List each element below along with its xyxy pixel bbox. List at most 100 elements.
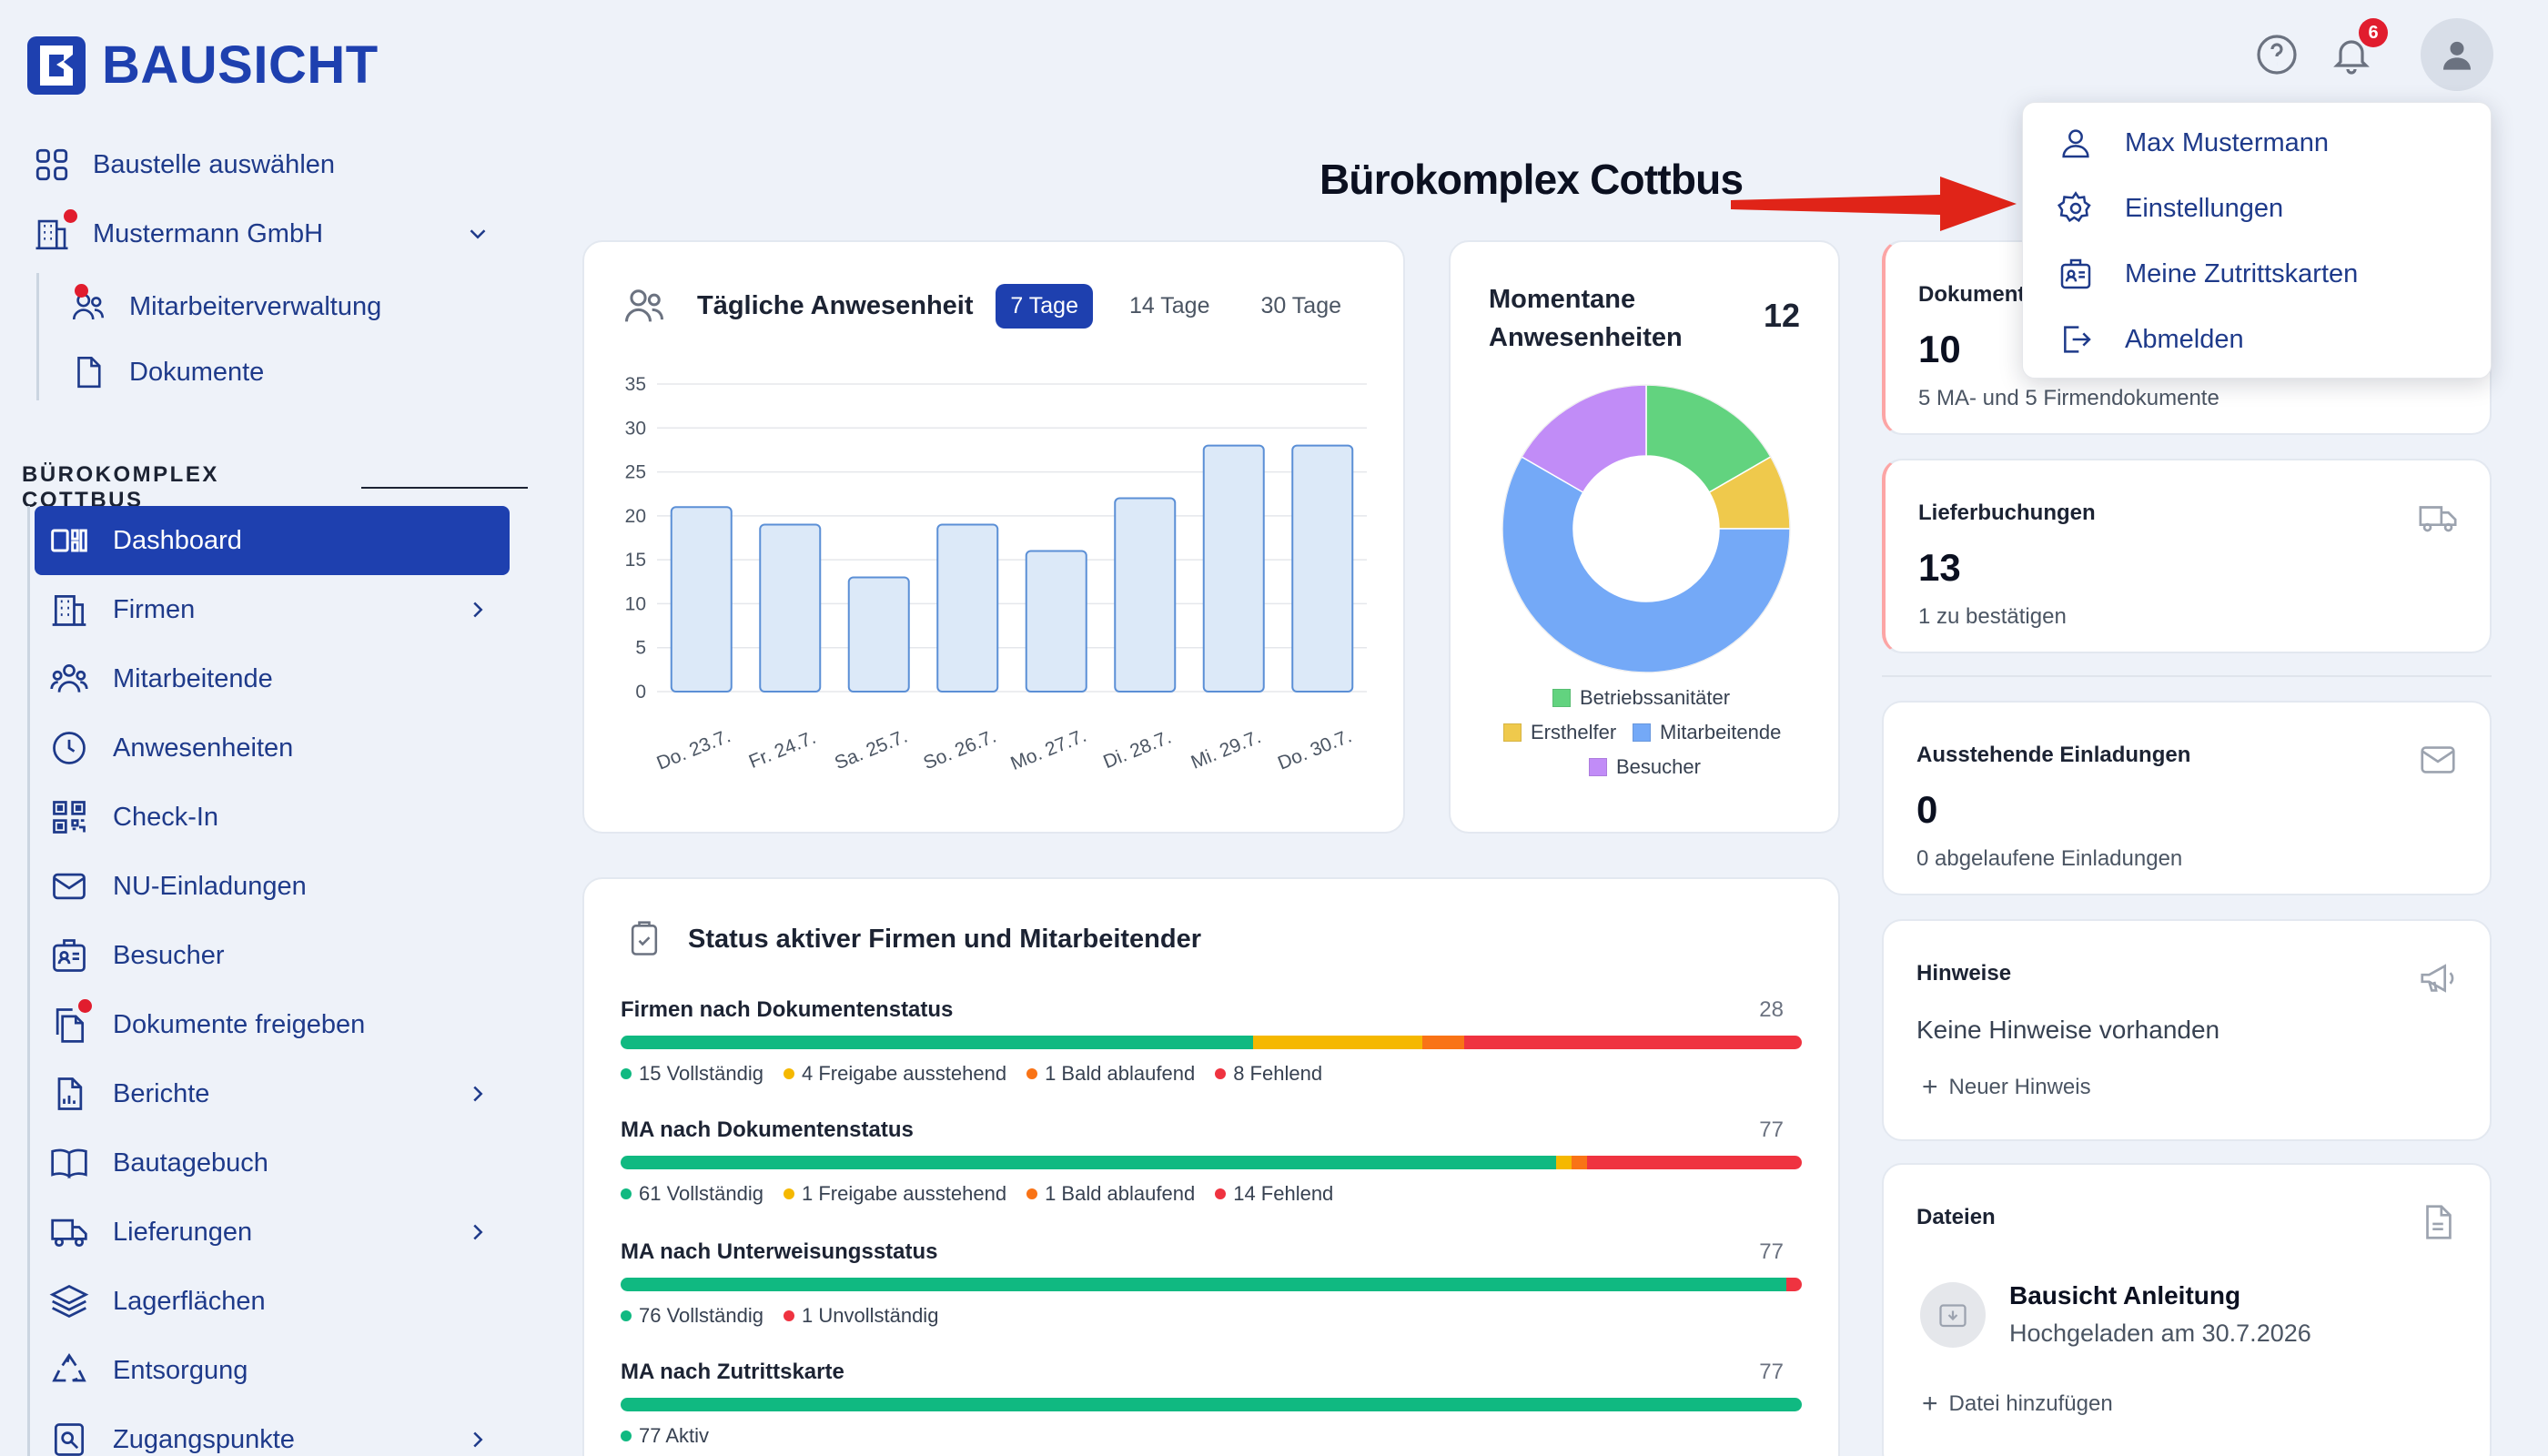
nav-entsorgung[interactable]: Entsorgung: [35, 1336, 510, 1405]
nav-label: Lieferungen: [113, 1217, 253, 1247]
plus-icon: +: [1922, 1072, 1938, 1102]
y-tick-label: 20: [625, 506, 646, 527]
range-tabs: 7 Tage 14 Tage 30 Tage: [996, 284, 1356, 329]
y-tick-label: 30: [625, 418, 646, 439]
bar[interactable]: [759, 523, 822, 693]
notification-badge: 6: [2359, 18, 2388, 47]
add-file-link[interactable]: + Datei hinzufügen: [1922, 1389, 2113, 1420]
bar[interactable]: [670, 506, 733, 693]
nav-check-in[interactable]: Check-In: [35, 783, 510, 852]
bar[interactable]: [936, 523, 999, 693]
chevron-right-icon[interactable]: [464, 596, 491, 623]
invitations-card[interactable]: Ausstehende Einladungen 0 0 abgelaufene …: [1882, 701, 2492, 895]
pie-slice[interactable]: [1502, 455, 1791, 673]
nav-lagerflaechen[interactable]: Lagerflächen: [35, 1267, 510, 1336]
add-note-label: Neuer Hinweis: [1948, 1075, 2091, 1099]
chevron-right-icon[interactable]: [464, 1426, 491, 1453]
add-note-link[interactable]: + Neuer Hinweis: [1922, 1072, 2091, 1103]
nav-anwesenheiten[interactable]: Anwesenheiten: [35, 713, 510, 783]
bar[interactable]: [847, 576, 910, 693]
y-tick-label: 10: [625, 593, 646, 614]
nav-besucher[interactable]: Besucher: [35, 921, 510, 990]
dashboard-icon: [51, 529, 87, 552]
sub-item-employees[interactable]: Mitarbeiterverwaltung: [69, 284, 381, 326]
attendance-card: Tägliche Anwesenheit 7 Tage 14 Tage 30 T…: [582, 240, 1405, 834]
legend-dot: [784, 1068, 794, 1079]
menu-label: Meine Zutrittskarten: [2125, 258, 2359, 288]
menu-settings[interactable]: Einstellungen: [2058, 190, 2283, 227]
chevron-right-icon[interactable]: [464, 1218, 491, 1246]
menu-label: Abmelden: [2125, 324, 2244, 354]
bar[interactable]: [1025, 550, 1087, 693]
menu-logout[interactable]: Abmelden: [2058, 321, 2244, 358]
menu-access-cards[interactable]: Meine Zutrittskarten: [2058, 256, 2358, 292]
nav-lieferungen[interactable]: Lieferungen: [35, 1198, 510, 1267]
plus-icon: +: [1922, 1389, 1938, 1419]
file-item[interactable]: Bausicht Anleitung Hochgeladen am 30.7.2…: [1920, 1281, 2311, 1348]
bar[interactable]: [1202, 444, 1265, 693]
nav-label: Dashboard: [113, 525, 242, 555]
status-bar-segment: [1586, 1156, 1802, 1169]
user-icon: [2062, 129, 2089, 158]
legend-text: 4 Freigabe ausstehend: [802, 1062, 1007, 1085]
attendance-title: Tägliche Anwesenheit: [697, 290, 974, 320]
bar[interactable]: [1291, 444, 1354, 693]
app-logo[interactable]: BAUSICHT: [27, 35, 379, 96]
logo-text: BAUSICHT: [102, 35, 379, 95]
building-icon: [35, 219, 68, 250]
employees-icon-wrap: [69, 284, 107, 326]
company-switcher[interactable]: Mustermann GmbH: [33, 209, 497, 253]
menu-profile[interactable]: Max Mustermann: [2058, 125, 2329, 161]
company-label: Mustermann GmbH: [93, 218, 324, 248]
legend-item: Betriebssanitäter: [1552, 686, 1730, 710]
logo-icon: [27, 35, 86, 95]
chevron-down-icon[interactable]: [464, 220, 491, 248]
status-card: Status aktiver Firmen und Mitarbeitender…: [582, 877, 1840, 1456]
red-arrow-annotation: [1731, 177, 2017, 231]
select-site-link[interactable]: Baustelle auswählen: [33, 146, 335, 184]
sub-item-documents[interactable]: Dokumente: [69, 353, 264, 391]
x-tick-label: So. 26.7.: [921, 726, 1000, 774]
legend-dot: [784, 1310, 794, 1321]
status-legend-item: 4 Freigabe ausstehend: [784, 1062, 1006, 1086]
nav-nu-einladungen[interactable]: NU-Einladungen: [35, 852, 510, 921]
deliveries-card[interactable]: Lieferbuchungen 13 1 zu bestätigen: [1882, 459, 2492, 653]
bell-icon[interactable]: [2330, 33, 2373, 76]
nav-dashboard[interactable]: Dashboard: [35, 506, 510, 575]
files-card: Dateien Bausicht Anleitung Hochgeladen a…: [1882, 1163, 2492, 1456]
select-site-label: Baustelle auswählen: [93, 149, 336, 179]
tab-30-days[interactable]: 30 Tage: [1260, 293, 1341, 318]
chevron-right-icon[interactable]: [464, 1080, 491, 1107]
truck-icon: [2419, 506, 2457, 532]
bar[interactable]: [1114, 497, 1177, 693]
card-label: Hinweise: [1916, 961, 2012, 986]
nav-zugangspunkte[interactable]: Zugangspunkte: [35, 1405, 510, 1456]
add-file-label: Datei hinzufügen: [1948, 1391, 2113, 1416]
tab-14-days[interactable]: 14 Tage: [1128, 293, 1210, 318]
status-bar-segment: [1556, 1156, 1572, 1169]
x-tick-label: Mi. 29.7.: [1188, 726, 1264, 773]
status-bar-segment: [1464, 1036, 1802, 1049]
pie-slice[interactable]: [1521, 384, 1647, 494]
nav-berichte[interactable]: Berichte: [35, 1059, 510, 1128]
attendance-bar-chart: 35 30 25 20 15 10 5 0 Do. 23.7. Fr. 24.7. Sa. 25.7…: [625, 374, 1367, 774]
avatar[interactable]: [2421, 18, 2493, 91]
status-legend-item: 14 Fehlend: [1215, 1182, 1333, 1206]
status-bar-segment: [621, 1398, 1802, 1411]
main-nav: Dashboard Firmen Mitarbeitende Anwesenhe…: [35, 506, 510, 1456]
legend-swatch: [1552, 689, 1571, 707]
status-bar-segment: [1421, 1036, 1465, 1049]
tab-7-days[interactable]: 7 Tage: [996, 284, 1093, 329]
subtree-line: [36, 273, 40, 400]
legend-dot: [621, 1431, 632, 1441]
megaphone-icon: [2421, 964, 2454, 993]
nav-mitarbeitende[interactable]: Mitarbeitende: [35, 644, 510, 713]
attendance-header: Tägliche Anwesenheit: [621, 282, 974, 329]
help-icon[interactable]: [2255, 33, 2299, 76]
nav-bautagebuch[interactable]: Bautagebuch: [35, 1128, 510, 1198]
nav-dokumente-freigeben[interactable]: Dokumente freigeben: [35, 990, 510, 1059]
nav-firmen[interactable]: Firmen: [35, 575, 510, 644]
grid-icon: [35, 148, 68, 181]
status-bar-segment: [621, 1278, 1787, 1291]
legend-label: Betriebssanitäter: [1580, 686, 1731, 709]
